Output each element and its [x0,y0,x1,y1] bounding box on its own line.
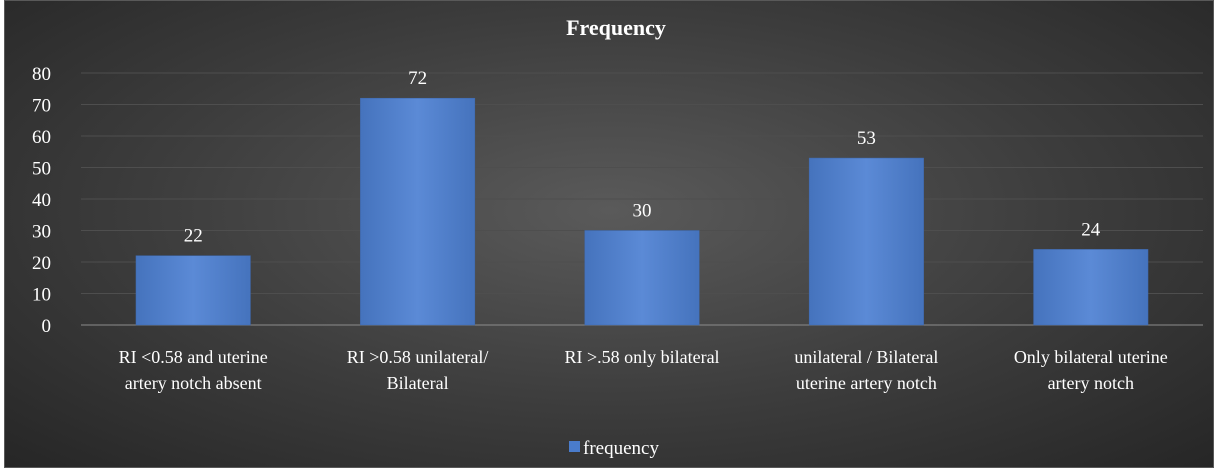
y-tick-label: 30 [32,222,51,243]
data-label: 22 [184,226,203,247]
legend-label: frequency [583,438,659,459]
x-tick-label: RI >.58 only bilateral [564,347,719,367]
legend-swatch [569,441,580,452]
bar [584,230,700,326]
data-labels: 22 72 30 53 24 [184,68,1101,247]
x-tick-label: RI >0.58 unilateral/ [347,347,489,367]
y-tick-label: 70 [32,96,51,117]
y-tick-label: 60 [32,127,51,148]
data-label: 72 [408,68,427,89]
gridlines [81,72,1203,326]
bar [135,255,251,326]
chart-title: Frequency [566,15,666,40]
x-tick-label: artery notch absent [125,373,262,393]
x-axis: RI <0.58 and uterine artery notch absent R… [119,347,1168,393]
x-tick-label: uterine artery notch [796,373,937,393]
y-tick-label: 0 [42,316,52,337]
y-tick-label: 10 [32,285,51,306]
x-tick-label: RI <0.58 and uterine [119,347,268,367]
chart-container: Frequency 0 10 20 30 40 50 60 70 80 22 72 30 53 24 R… [4,0,1214,468]
bar [808,157,924,326]
x-tick-label: Only bilateral uterine [1014,347,1168,367]
bar-chart: Frequency 0 10 20 30 40 50 60 70 80 22 72 30 53 24 R… [32,15,1203,459]
y-tick-label: 50 [32,159,51,180]
y-tick-label: 20 [32,253,51,274]
bars [135,97,1149,326]
data-label: 53 [857,128,876,149]
legend: frequency [569,438,659,459]
x-tick-label: unilateral / Bilateral [794,347,938,367]
y-axis: 0 10 20 30 40 50 60 70 80 [32,64,51,337]
bar [1033,249,1149,326]
data-label: 24 [1081,219,1101,240]
x-tick-label: artery notch [1048,373,1134,393]
x-tick-label: Bilateral [387,373,449,393]
data-label: 30 [633,201,652,222]
y-tick-label: 80 [32,64,51,85]
y-tick-label: 40 [32,190,51,211]
bar [360,97,476,326]
